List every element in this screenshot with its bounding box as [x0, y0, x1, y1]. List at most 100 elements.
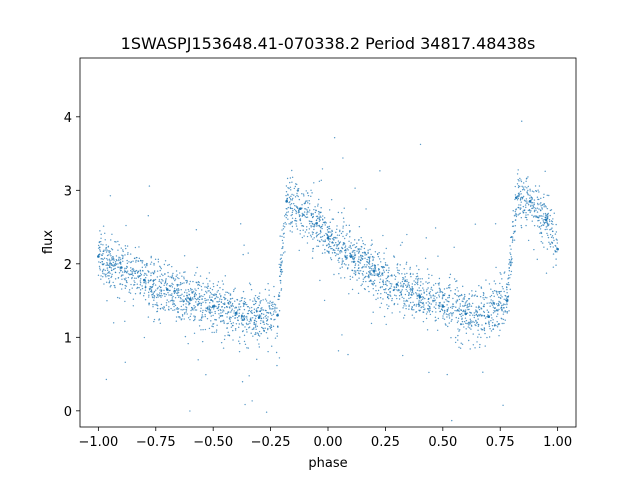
scatter-point: [536, 225, 539, 227]
scatter-point: [313, 208, 315, 211]
scatter-point: [514, 219, 517, 221]
scatter-point: [295, 212, 297, 215]
scatter-point: [160, 289, 163, 292]
scatter-point: [118, 259, 120, 262]
scatter-point: [383, 288, 385, 291]
scatter-point: [309, 222, 311, 225]
scatter-point: [339, 229, 341, 232]
scatter-point: [234, 329, 237, 331]
scatter-point: [339, 241, 342, 243]
scatter-point: [366, 260, 368, 263]
scatter-point: [114, 261, 117, 263]
scatter-point: [315, 219, 318, 222]
scatter-point: [297, 212, 299, 214]
scatter-point: [448, 276, 451, 279]
scatter-point: [395, 275, 397, 278]
scatter-point: [513, 215, 516, 217]
scatter-point: [315, 232, 317, 235]
scatter-point: [471, 321, 473, 324]
scatter-point: [259, 314, 261, 316]
scatter-point: [385, 269, 388, 272]
scatter-point: [197, 359, 199, 361]
scatter-point: [126, 266, 128, 268]
scatter-point: [351, 288, 354, 291]
scatter-point: [287, 194, 289, 196]
scatter-point: [243, 304, 245, 306]
scatter-point: [341, 266, 343, 268]
scatter-point: [153, 318, 156, 321]
scatter-point: [382, 279, 384, 281]
scatter-point: [281, 229, 283, 231]
scatter-point: [509, 262, 511, 264]
scatter-point: [156, 310, 159, 312]
scatter-point: [514, 185, 516, 188]
scatter-point: [438, 302, 440, 304]
scatter-point: [160, 267, 162, 270]
scatter-point: [212, 325, 214, 328]
scatter-point: [109, 286, 111, 288]
scatter-point: [108, 280, 111, 282]
scatter-point: [364, 254, 366, 256]
scatter-point: [401, 241, 403, 244]
scatter-point: [244, 326, 246, 328]
data-point: [514, 196, 518, 199]
scatter-point: [386, 264, 389, 266]
scatter-point: [505, 283, 508, 285]
scatter-point: [427, 304, 429, 306]
scatter-point: [267, 323, 269, 326]
scatter-point: [477, 329, 479, 331]
scatter-point: [255, 333, 257, 335]
scatter-point: [190, 309, 192, 312]
scatter-point: [500, 302, 502, 304]
scatter-point: [552, 223, 554, 226]
scatter-point: [277, 314, 279, 317]
scatter-point: [503, 322, 505, 325]
scatter-point: [298, 209, 300, 211]
scatter-point: [354, 239, 356, 241]
scatter-point: [443, 305, 446, 308]
scatter-point: [115, 255, 118, 257]
scatter-point: [425, 313, 428, 315]
scatter-point: [234, 317, 236, 319]
scatter-point: [194, 317, 196, 319]
scatter-point: [190, 313, 192, 315]
scatter-point: [322, 244, 324, 246]
scatter-point: [483, 293, 485, 295]
scatter-point: [245, 303, 248, 306]
scatter-point: [289, 198, 292, 200]
scatter-point: [333, 239, 335, 241]
scatter-point: [121, 271, 124, 273]
scatter-point: [489, 328, 491, 330]
scatter-point: [548, 194, 550, 197]
scatter-point: [514, 225, 517, 227]
scatter-point: [362, 242, 365, 245]
scatter-point: [268, 294, 270, 296]
scatter-point: [165, 302, 168, 304]
scatter-point: [128, 291, 130, 293]
scatter-point: [460, 309, 463, 311]
scatter-point: [456, 287, 458, 289]
scatter-point: [543, 204, 545, 206]
scatter-point: [295, 223, 297, 225]
scatter-point: [189, 296, 192, 299]
scatter-point: [193, 305, 195, 307]
scatter-point: [114, 240, 116, 243]
scatter-point: [154, 303, 156, 306]
scatter-point: [170, 307, 172, 310]
scatter-point: [118, 272, 121, 274]
scatter-point: [329, 221, 331, 224]
scatter-point: [282, 225, 285, 227]
scatter-point: [413, 304, 415, 307]
scatter-point: [502, 307, 505, 309]
scatter-point: [334, 249, 336, 252]
scatter-point: [422, 296, 424, 298]
scatter-point: [455, 316, 457, 319]
scatter-point: [148, 302, 150, 305]
scatter-point: [512, 239, 514, 242]
scatter-point: [505, 297, 508, 299]
scatter-point: [246, 319, 249, 321]
scatter-point: [350, 247, 352, 250]
scatter-point: [497, 302, 500, 305]
scatter-point: [406, 279, 408, 281]
scatter-point: [260, 299, 262, 302]
